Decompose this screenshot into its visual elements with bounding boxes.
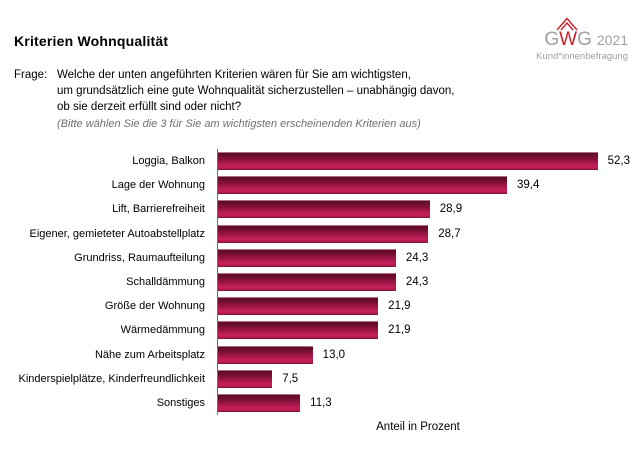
gwg-logo: G W G 2021 Kund*innenbefragung bbox=[536, 17, 628, 62]
value-label: 11,3 bbox=[310, 396, 332, 409]
category-label: Loggia, Balkon bbox=[132, 155, 205, 168]
value-label: 28,7 bbox=[438, 227, 461, 240]
category-label: Lift, Barrierefreiheit bbox=[112, 203, 205, 216]
value-label: 28,9 bbox=[439, 203, 463, 216]
question-block: Frage: Welche der unten angeführten Krit… bbox=[14, 67, 454, 132]
bar bbox=[217, 176, 507, 195]
category-label: Kinderspielplätze, Kinderfreundlichkeit bbox=[18, 372, 206, 385]
bar bbox=[217, 321, 379, 340]
chart-row: Sonstiges 11,3 bbox=[0, 391, 630, 415]
logo-letter-w: W bbox=[556, 17, 578, 49]
bar bbox=[217, 369, 273, 388]
chart-row: Lift, Barrierefreiheit 28,9 bbox=[0, 197, 630, 221]
question-note: (Bitte wählen Sie die 3 für Sie am wicht… bbox=[57, 118, 421, 130]
value-label: 24,3 bbox=[405, 251, 429, 264]
question-line-1: Welche der unten angeführten Kriterien w… bbox=[57, 69, 411, 81]
question-line-3: ob sie derzeit erfüllt sind oder nicht? bbox=[57, 101, 242, 113]
chart-row: Wärmedämmung 21,9 bbox=[0, 318, 630, 342]
logo-year: 2021 bbox=[596, 32, 628, 48]
question-label: Frage: bbox=[14, 69, 48, 81]
value-label: 24,3 bbox=[405, 276, 429, 289]
y-axis-line bbox=[217, 149, 218, 415]
chart-rows: Loggia, Balkon 52,3 Lage der Wohnung 39,4 Li… bbox=[0, 149, 630, 415]
chart-row: Loggia, Balkon 52,3 bbox=[0, 149, 630, 173]
value-label: 7,5 bbox=[282, 372, 299, 385]
value-label: 39,4 bbox=[516, 179, 540, 192]
bar bbox=[217, 248, 396, 267]
page-title: Kriterien Wohnqualität bbox=[14, 33, 169, 49]
logo-wordmark: G W G 2021 bbox=[536, 17, 628, 50]
bar bbox=[217, 273, 396, 292]
category-label: Schalldämmung bbox=[126, 276, 205, 289]
chart-row: Kinderspielplätze, Kinderfreundlichkeit 7… bbox=[0, 367, 630, 391]
chart-row: Lage der Wohnung 39,4 bbox=[0, 173, 630, 197]
chart-row: Eigener, gemieteter Autoabstellplatz 28,7 bbox=[0, 222, 630, 246]
category-label: Eigener, gemieteter Autoabstellplatz bbox=[29, 227, 205, 240]
category-label: Größe der Wohnung bbox=[104, 300, 205, 313]
bar bbox=[217, 152, 598, 171]
bar bbox=[217, 224, 429, 243]
category-label: Sonstiges bbox=[156, 396, 205, 409]
question-text: Welche der unten angeführten Kriterien w… bbox=[57, 67, 454, 132]
chart-row: Grundriss, Raumaufteilung 24,3 bbox=[0, 246, 630, 270]
category-label: Grundriss, Raumaufteilung bbox=[74, 251, 205, 264]
logo-letter-g1: G bbox=[544, 29, 560, 50]
category-label: Wärmedämmung bbox=[120, 324, 205, 337]
category-label: Nähe zum Arbeitsplatz bbox=[94, 348, 205, 361]
bar bbox=[217, 297, 379, 316]
chart-row: Größe der Wohnung 21,9 bbox=[0, 294, 630, 318]
chart-row: Nähe zum Arbeitsplatz 13,0 bbox=[0, 343, 630, 367]
chart-row: Schalldämmung 24,3 bbox=[0, 270, 630, 294]
bar bbox=[217, 200, 430, 219]
question-line-2: um grundsätzlich eine gute Wohnqualität … bbox=[57, 85, 455, 97]
logo-subtitle: Kund*innenbefragung bbox=[536, 51, 628, 62]
value-label: 21,9 bbox=[388, 300, 411, 313]
roof-icon bbox=[556, 17, 578, 31]
x-axis-label: Anteil in Prozent bbox=[376, 421, 460, 433]
bar bbox=[217, 345, 313, 364]
category-label: Lage der Wohnung bbox=[111, 179, 205, 192]
logo-letter-g2: G bbox=[577, 29, 592, 50]
value-label: 13,0 bbox=[322, 348, 346, 361]
value-label: 52,3 bbox=[607, 155, 630, 168]
value-label: 21,9 bbox=[388, 324, 411, 337]
bar bbox=[217, 393, 301, 412]
